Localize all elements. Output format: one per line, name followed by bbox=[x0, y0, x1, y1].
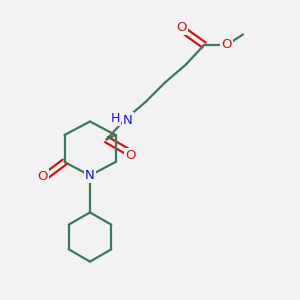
Text: O: O bbox=[38, 170, 48, 184]
Text: O: O bbox=[221, 38, 232, 52]
Text: N: N bbox=[123, 113, 133, 127]
Text: H: H bbox=[111, 112, 120, 125]
Text: O: O bbox=[125, 148, 136, 162]
Text: O: O bbox=[176, 21, 187, 34]
Text: N: N bbox=[85, 169, 95, 182]
